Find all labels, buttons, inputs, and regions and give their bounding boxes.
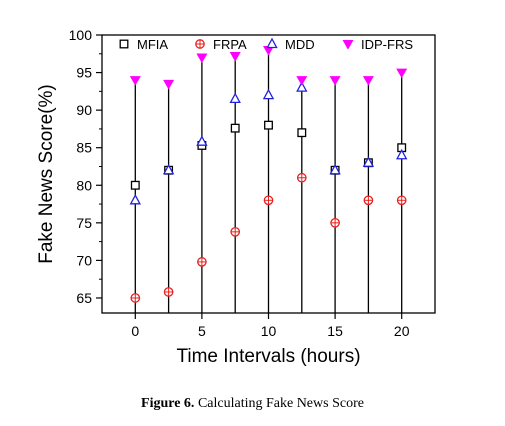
data-point — [162, 163, 175, 175]
x-tick-label: 20 — [394, 323, 410, 339]
data-point — [362, 156, 375, 167]
data-point — [396, 148, 408, 160]
data-point — [196, 53, 208, 64]
legend-label-frpa: FRPA — [213, 37, 247, 52]
data-point — [197, 257, 207, 267]
x-tick-label: 0 — [131, 323, 139, 339]
data-point — [129, 76, 141, 86]
legend-marker-frpa — [195, 39, 205, 49]
data-point — [362, 76, 374, 86]
y-tick-label: 80 — [76, 177, 92, 193]
y-tick-label: 65 — [76, 290, 92, 306]
data-point — [329, 76, 341, 86]
data-point — [130, 180, 140, 190]
series-idp-frs — [129, 46, 408, 90]
data-point — [262, 88, 275, 100]
data-point — [130, 293, 141, 303]
data-markers — [129, 46, 408, 303]
y-tick-label: 75 — [76, 215, 92, 231]
data-point — [396, 195, 407, 206]
y-tick-label: 95 — [76, 65, 92, 81]
x-axis-ticks: 0 5 10 15 20 — [131, 313, 410, 339]
data-point — [263, 195, 274, 206]
data-point — [330, 217, 340, 228]
x-axis-title: Time Intervals (hours) — [176, 346, 360, 367]
data-point — [363, 195, 374, 206]
data-point — [296, 76, 308, 86]
data-point — [296, 81, 308, 92]
data-point — [229, 92, 241, 104]
data-point — [229, 52, 241, 62]
data-point — [230, 227, 241, 237]
y-tick-label: 100 — [69, 27, 93, 43]
x-tick-label: 15 — [327, 323, 343, 339]
y-axis-ticks: 65 70 75 80 85 90 95 100 — [69, 27, 102, 306]
legend-marker-mdd — [266, 37, 278, 49]
y-tick-label: 70 — [76, 252, 92, 268]
data-point — [196, 135, 208, 146]
legend-marker-mfia — [119, 39, 129, 49]
series-mdd — [129, 81, 408, 205]
legend-marker-idp-frs — [342, 40, 354, 50]
legend-label-mfia: MFIA — [137, 37, 168, 52]
data-point — [396, 68, 408, 79]
caption-text: Calculating Fake News Score — [194, 396, 364, 411]
figure-caption: Figure 6. Calculating Fake News Score — [0, 396, 505, 412]
data-point — [296, 172, 307, 183]
data-point — [264, 120, 273, 130]
legend-label-idp-frs: IDP-FRS — [361, 37, 413, 52]
legend-label-mdd: MDD — [285, 37, 315, 52]
data-point — [163, 79, 175, 90]
y-axis-title: Fake News Score(%) — [36, 84, 57, 264]
series-frpa — [130, 172, 407, 303]
legend: MFIA FRPA MDD IDP-FRS — [119, 37, 413, 52]
data-point — [163, 287, 174, 297]
x-tick-label: 5 — [198, 323, 206, 339]
x-tick-label: 10 — [261, 323, 277, 339]
data-point — [129, 193, 141, 205]
fake-news-score-chart: 0 5 10 15 20 65 70 75 80 85 90 95 100 Time Interval… — [36, 27, 436, 367]
caption-label: Figure 6. — [141, 396, 195, 411]
data-point — [297, 128, 307, 138]
data-point — [329, 163, 341, 175]
y-tick-label: 90 — [76, 102, 92, 118]
data-point — [230, 123, 240, 133]
y-tick-label: 85 — [76, 140, 92, 156]
